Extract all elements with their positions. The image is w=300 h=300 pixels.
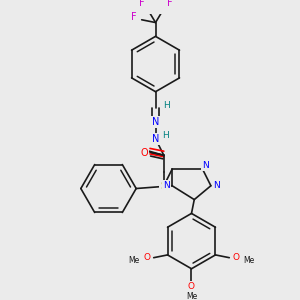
Text: H: H (163, 101, 170, 110)
Text: N: N (152, 117, 159, 127)
Text: F: F (139, 0, 145, 8)
Text: Me: Me (243, 256, 254, 265)
Text: N: N (202, 160, 209, 169)
Text: N: N (152, 134, 159, 144)
Text: H: H (162, 131, 169, 140)
Text: N: N (213, 181, 220, 190)
Text: Me: Me (129, 256, 140, 265)
Text: S: S (160, 181, 167, 191)
Text: Me: Me (186, 292, 197, 300)
Text: O: O (141, 148, 148, 158)
Text: F: F (167, 0, 172, 8)
Text: O: O (233, 253, 240, 262)
Text: O: O (143, 253, 150, 262)
Text: O: O (188, 282, 195, 291)
Text: F: F (130, 12, 136, 22)
Text: N: N (163, 181, 170, 190)
